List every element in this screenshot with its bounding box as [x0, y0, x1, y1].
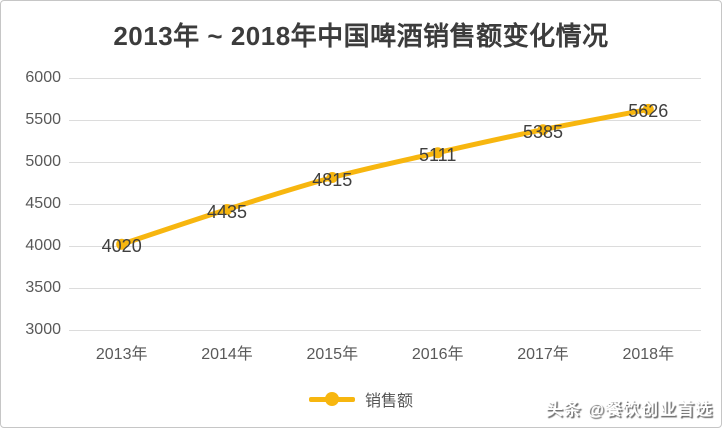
- y-tick-label: 5000: [25, 153, 61, 170]
- legend-line-icon: [308, 392, 355, 406]
- y-tick-label: 3500: [25, 279, 61, 296]
- gridline: [69, 162, 701, 163]
- x-tick-label: 2016年: [411, 346, 464, 363]
- watermark: 头条 @餐饮创业首选: [545, 400, 713, 419]
- y-tick-label: 4500: [25, 195, 61, 212]
- gridline: [69, 288, 701, 289]
- gridline: [69, 204, 701, 205]
- legend: 销售额: [1, 387, 721, 411]
- data-label: 5111: [419, 144, 457, 165]
- y-tick-label: 4000: [25, 237, 61, 254]
- y-tick-label: 6000: [25, 69, 61, 86]
- y-tick-label: 5500: [25, 111, 61, 128]
- gridline: [69, 78, 701, 79]
- legend-dot-icon: [324, 392, 339, 406]
- x-tick-label: 2014年: [201, 346, 253, 363]
- gridline: [69, 120, 701, 121]
- data-label: 5626: [628, 101, 669, 122]
- legend-series-label: 销售额: [364, 393, 413, 410]
- data-label: 5385: [522, 121, 564, 142]
- gridline: [69, 330, 701, 331]
- chart-title: 2013年 ~ 2018年中国啤酒销售额变化情况: [113, 21, 609, 51]
- gridline: [69, 246, 701, 247]
- data-label: 4815: [312, 169, 353, 190]
- y-tick-label: 3000: [25, 321, 61, 338]
- x-tick-label: 2018年: [622, 346, 675, 363]
- x-tick-label: 2015年: [306, 346, 359, 363]
- data-label: 4435: [206, 201, 248, 222]
- x-tick-label: 2017年: [517, 346, 569, 363]
- data-label: 4020: [101, 236, 142, 257]
- x-tick-label: 2013年: [95, 346, 148, 363]
